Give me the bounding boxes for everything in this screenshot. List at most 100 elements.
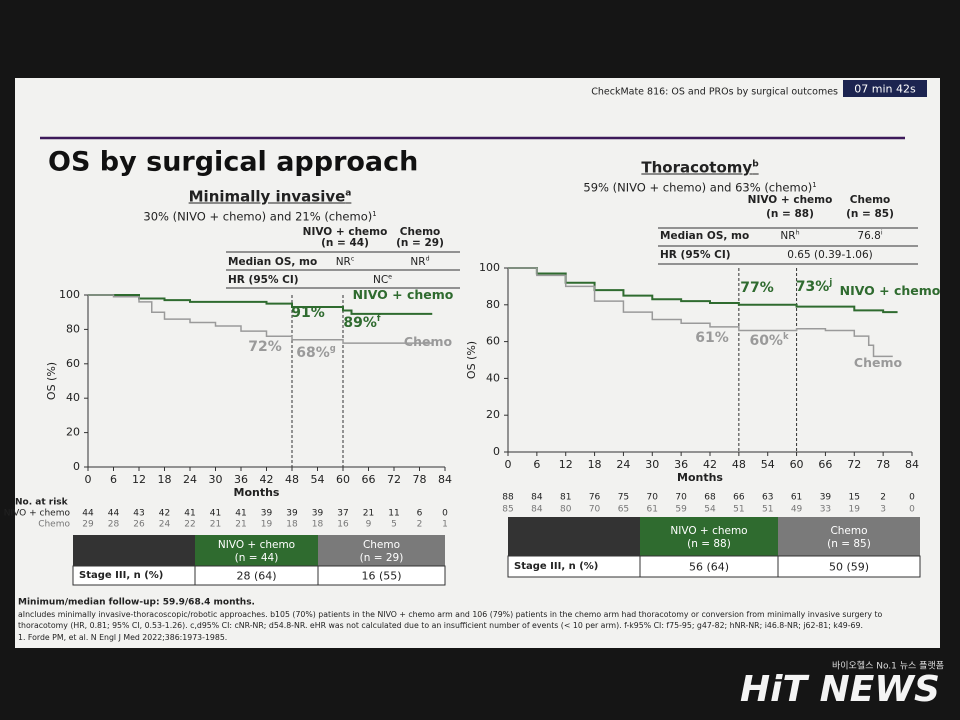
risk-row-name-text: NIVO + chemo [3, 508, 70, 519]
stage-col-n: (n = 29) [360, 552, 404, 563]
x-tick-label: 78 [876, 458, 890, 471]
stage-header-cell [640, 517, 778, 556]
stage-col-name-text: Chemo [362, 538, 401, 551]
risk-count-text: 41 [184, 508, 196, 519]
risk-count-text: 2 [416, 519, 423, 530]
annotation-text: 73% [795, 278, 830, 295]
column-n: (n = 44) [321, 238, 369, 249]
cell-sup: h [795, 229, 800, 237]
risk-count-text: 21 [362, 508, 375, 519]
y-tick-label: 40 [486, 371, 500, 384]
risk-count: 0 [909, 492, 915, 503]
x-tick-label: 42 [703, 458, 717, 471]
annotation: 77% [740, 281, 774, 295]
cell-text: 76.8 [857, 230, 881, 242]
risk-count-text: 0 [909, 504, 915, 515]
watermark-logo-text: HiT NEWS [740, 669, 940, 710]
stage-header-cell [73, 535, 195, 566]
risk-count-text: 0 [909, 492, 915, 503]
risk-count-text: 0 [442, 508, 448, 519]
y-tick-label: 0 [493, 445, 500, 458]
risk-count: 33 [820, 505, 831, 515]
risk-count: 75 [618, 493, 629, 503]
column-n-text: (n = 85) [846, 207, 894, 220]
x-tick-label: 30 [645, 458, 659, 471]
y-tick-label: 80 [66, 322, 80, 335]
watermark-logo: HiT NEWS [740, 672, 940, 708]
cell-text: NR [780, 230, 796, 242]
risk-count: 3 [880, 505, 886, 515]
risk-count-text: 61 [646, 504, 659, 515]
risk-count: 24 [159, 520, 170, 530]
risk-count-text: 43 [133, 508, 145, 519]
risk-count-text: 39 [311, 508, 324, 519]
risk-count-text: 88 [502, 492, 514, 503]
stage-col-name: NIVO + chemo [218, 539, 295, 550]
stage-col-n-text: (n = 29) [359, 551, 404, 564]
x-tick-label: 18 [588, 458, 602, 471]
stage-col-name-text: NIVO + chemo [670, 524, 748, 537]
chart-title-text: Minimally invasive [188, 187, 346, 206]
cell-text: NC [372, 274, 389, 286]
risk-count-text: 37 [337, 508, 349, 519]
stage-col-name: NIVO + chemo [670, 525, 747, 536]
y-tick-label: 80 [486, 298, 500, 311]
risk-count: 6 [417, 509, 423, 519]
risk-count: 19 [849, 505, 860, 515]
row-label: HR (95% CI) [660, 250, 731, 261]
timer-box [843, 80, 927, 97]
risk-count: 65 [617, 504, 630, 515]
risk-count-text: 18 [311, 519, 324, 530]
x-tick-label: 12 [132, 473, 146, 486]
cell-text: NR [335, 256, 351, 268]
cell: NCe [372, 274, 392, 286]
risk-row-name-text: Chemo [38, 519, 70, 530]
risk-count: 39 [311, 508, 324, 519]
risk-count-text: 42 [158, 508, 171, 519]
risk-count: 59 [675, 505, 686, 515]
stage-header-cell [318, 535, 445, 566]
x-tick-label: 12 [559, 458, 573, 471]
stage-col-n-text: (n = 44) [234, 551, 279, 564]
y-tick-label: 40 [66, 391, 80, 404]
risk-count: 11 [388, 509, 399, 519]
risk-title: No. at risk [15, 498, 68, 508]
header-subtitle: CheckMate 816: OS and PROs by surgical o… [591, 87, 838, 97]
risk-count: 21 [235, 520, 246, 530]
risk-count: 39 [261, 509, 272, 519]
column-header-text: NIVO + chemo [302, 225, 388, 238]
risk-count: 29 [82, 519, 94, 530]
row-label-text: HR (95% CI) [228, 273, 299, 286]
y-axis-label: OS (%) [45, 362, 58, 400]
annotation-text: 77% [740, 280, 774, 296]
risk-count-text: 44 [82, 508, 94, 519]
cell-sup: d [425, 255, 430, 263]
risk-count: 2 [416, 519, 423, 530]
column-n: (n = 85) [846, 209, 894, 220]
risk-count: 39 [286, 509, 297, 519]
risk-count-text: 1 [442, 519, 448, 530]
risk-count: 44 [82, 508, 94, 519]
x-tick-label: 42 [260, 473, 274, 486]
slide-title: OS by surgical approach [48, 149, 418, 176]
series-label-text: NIVO + chemo [352, 286, 454, 302]
x-tick-label: 24 [183, 473, 197, 486]
risk-count: 61 [646, 504, 659, 515]
risk-count-text: 29 [82, 519, 94, 530]
risk-count: 0 [909, 504, 915, 515]
annotation: 89%f [343, 314, 380, 330]
risk-count: 21 [362, 508, 375, 519]
x-tick-label: 54 [761, 458, 775, 471]
stage-col-name: Chemo [363, 539, 400, 550]
risk-row-name: NIVO + chemo [3, 508, 70, 519]
risk-count: 1 [442, 519, 448, 530]
risk-count: 81 [560, 493, 571, 503]
risk-count-text: 28 [107, 519, 120, 530]
risk-count-text: 51 [733, 504, 745, 515]
chart-subtitle-sup: 1 [372, 209, 377, 218]
footnote: Minimum/median follow-up: 59.9/68.4 mont… [18, 598, 255, 608]
risk-count-text: 65 [617, 504, 630, 515]
footnote: 1. Forde PM, et al. N Engl J Med 2022;38… [18, 634, 227, 642]
stage-cell [317, 565, 446, 586]
risk-count-text: 70 [588, 504, 601, 515]
